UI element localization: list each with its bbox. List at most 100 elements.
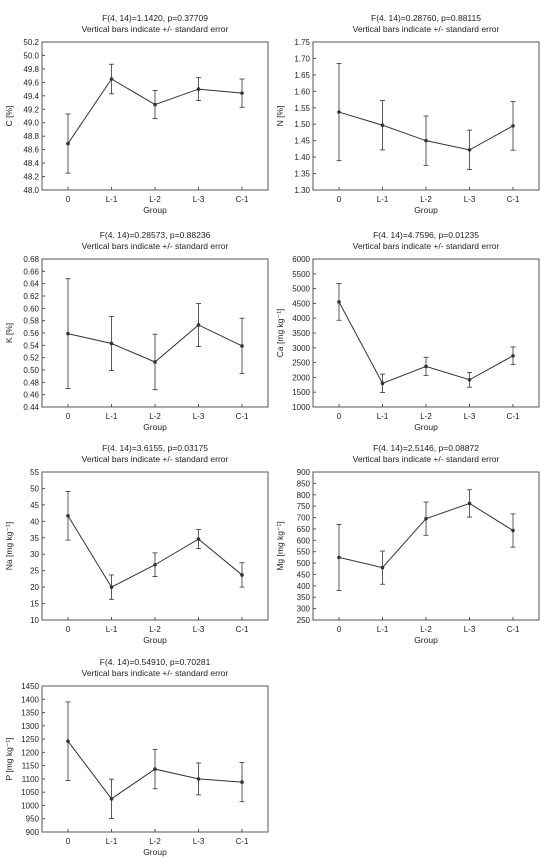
y-tick-label: 48.2 (23, 173, 39, 182)
x-tick-label: L-1 (377, 625, 389, 634)
y-tick-label: 900 (297, 468, 311, 477)
data-point (66, 513, 70, 518)
y-axis-label: P [mg kg⁻¹] (4, 737, 14, 780)
chart-title: F(4. 14)=0.28573, p=0.88236 (100, 230, 211, 240)
data-point (66, 331, 70, 336)
y-tick-label: 49.2 (23, 105, 39, 114)
y-tick-label: 49.0 (23, 119, 39, 128)
y-tick-label: 0.54 (23, 341, 39, 350)
data-point (109, 341, 114, 346)
y-tick-label: 1050 (21, 788, 39, 797)
y-tick-label: 0.60 (23, 304, 39, 313)
y-tick-label: 1000 (292, 403, 310, 412)
y-tick-label: 0.56 (23, 329, 39, 338)
y-tick-label: 50.2 (23, 38, 39, 47)
data-point (424, 516, 428, 521)
y-tick-label: 1.35 (294, 170, 310, 179)
x-tick-label: 0 (66, 837, 71, 846)
x-tick-label: L-2 (420, 412, 432, 421)
x-tick-label: C-1 (507, 412, 520, 421)
data-point (337, 555, 341, 560)
x-tick-label: L-3 (464, 412, 476, 421)
data-point (380, 565, 385, 570)
x-tick-label: C-1 (236, 837, 249, 846)
x-tick-label: L-2 (420, 195, 432, 204)
chart-title: F(4. 14)=0.54910, p=0.70281 (100, 657, 211, 667)
data-point (153, 562, 157, 567)
y-tick-label: 49.4 (23, 92, 39, 101)
y-axis-label: Ca [mg kg⁻¹] (275, 309, 285, 357)
x-tick-label: 0 (66, 625, 71, 634)
y-tick-label: 6000 (292, 255, 310, 264)
chart-title: F(4. 14)=2.5146, p=0.08872 (373, 443, 479, 453)
x-tick-label: L-3 (193, 837, 205, 846)
y-tick-label: 1400 (21, 695, 39, 704)
chart-subtitle: Vertical bars indicate +/- standard erro… (82, 668, 229, 678)
chart-subtitle: Vertical bars indicate +/- standard erro… (82, 241, 229, 251)
x-tick-label: 0 (337, 625, 342, 634)
x-tick-label: L-1 (377, 195, 389, 204)
y-tick-label: 1.65 (294, 71, 310, 80)
chart-subtitle: Vertical bars indicate +/- standard erro… (82, 454, 229, 464)
x-tick-label: C-1 (507, 625, 520, 634)
y-tick-label: 48.0 (23, 186, 39, 195)
y-tick-label: 3500 (292, 329, 310, 338)
x-tick-label: L-3 (193, 195, 205, 204)
data-point (66, 141, 70, 146)
x-axis-label: Group (414, 205, 438, 215)
y-tick-label: 450 (297, 570, 311, 579)
y-tick-label: 1000 (21, 801, 39, 810)
y-tick-label: 45 (30, 501, 39, 510)
x-tick-label: L-3 (464, 195, 476, 204)
x-tick-label: L-1 (377, 412, 389, 421)
y-tick-label: 4500 (292, 299, 310, 308)
data-point (424, 364, 428, 369)
data-point (196, 537, 201, 541)
x-tick-label: L-2 (420, 625, 432, 634)
y-tick-label: 20 (30, 583, 39, 592)
y-tick-label: 5000 (292, 285, 310, 294)
x-tick-label: C-1 (236, 195, 249, 204)
x-tick-label: L-3 (464, 625, 476, 634)
chart-subtitle: Vertical bars indicate +/- standard erro… (353, 24, 500, 34)
y-tick-label: 50.0 (23, 51, 39, 60)
y-tick-label: 1.75 (294, 38, 310, 47)
y-tick-label: 0.48 (23, 378, 39, 387)
x-tick-label: C-1 (507, 195, 520, 204)
y-tick-label: 1.30 (294, 186, 310, 195)
y-tick-label: 1200 (21, 748, 39, 757)
x-tick-label: L-2 (149, 412, 161, 421)
data-point (153, 767, 157, 771)
x-axis-label: Group (143, 847, 167, 857)
y-tick-label: 49.8 (23, 65, 39, 74)
chart-subtitle: Vertical bars indicate +/- standard erro… (353, 454, 500, 464)
y-tick-label: 1450 (21, 682, 39, 691)
y-tick-label: 900 (26, 828, 40, 837)
y-tick-label: 1250 (21, 735, 39, 744)
data-point (240, 91, 244, 95)
y-tick-label: 35 (30, 534, 39, 543)
data-point (109, 797, 114, 801)
y-tick-label: 49.6 (23, 78, 39, 87)
x-axis-label: Group (414, 422, 438, 432)
data-point (511, 528, 515, 533)
y-tick-label: 40 (30, 517, 39, 526)
data-point (153, 102, 157, 107)
x-tick-label: C-1 (236, 412, 249, 421)
plot-frame (41, 471, 269, 621)
data-point (380, 123, 385, 128)
y-tick-label: 55 (30, 468, 39, 477)
y-tick-label: 250 (297, 616, 311, 625)
y-tick-label: 0.46 (23, 391, 39, 400)
y-tick-label: 1100 (22, 775, 40, 784)
y-tick-label: 2000 (292, 373, 310, 382)
y-tick-label: 1350 (21, 709, 39, 718)
data-point (337, 300, 341, 304)
y-tick-label: 1.45 (294, 137, 310, 146)
y-tick-label: 1.50 (294, 120, 310, 129)
y-tick-label: 1.70 (294, 54, 310, 63)
y-tick-label: 3000 (292, 344, 310, 353)
y-tick-label: 0.64 (23, 280, 39, 289)
